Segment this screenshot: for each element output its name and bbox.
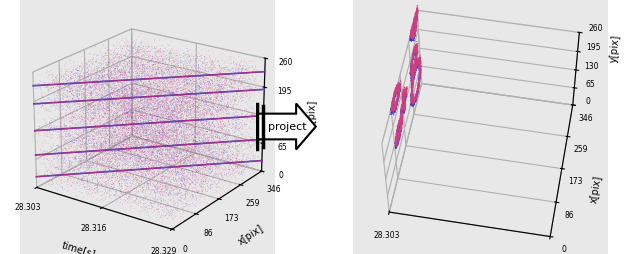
Y-axis label: x[pix]: x[pix] (589, 174, 604, 204)
Text: project: project (268, 122, 307, 132)
Y-axis label: x[pix]: x[pix] (236, 223, 266, 246)
X-axis label: time[s]: time[s] (61, 239, 97, 254)
FancyArrow shape (256, 104, 316, 150)
